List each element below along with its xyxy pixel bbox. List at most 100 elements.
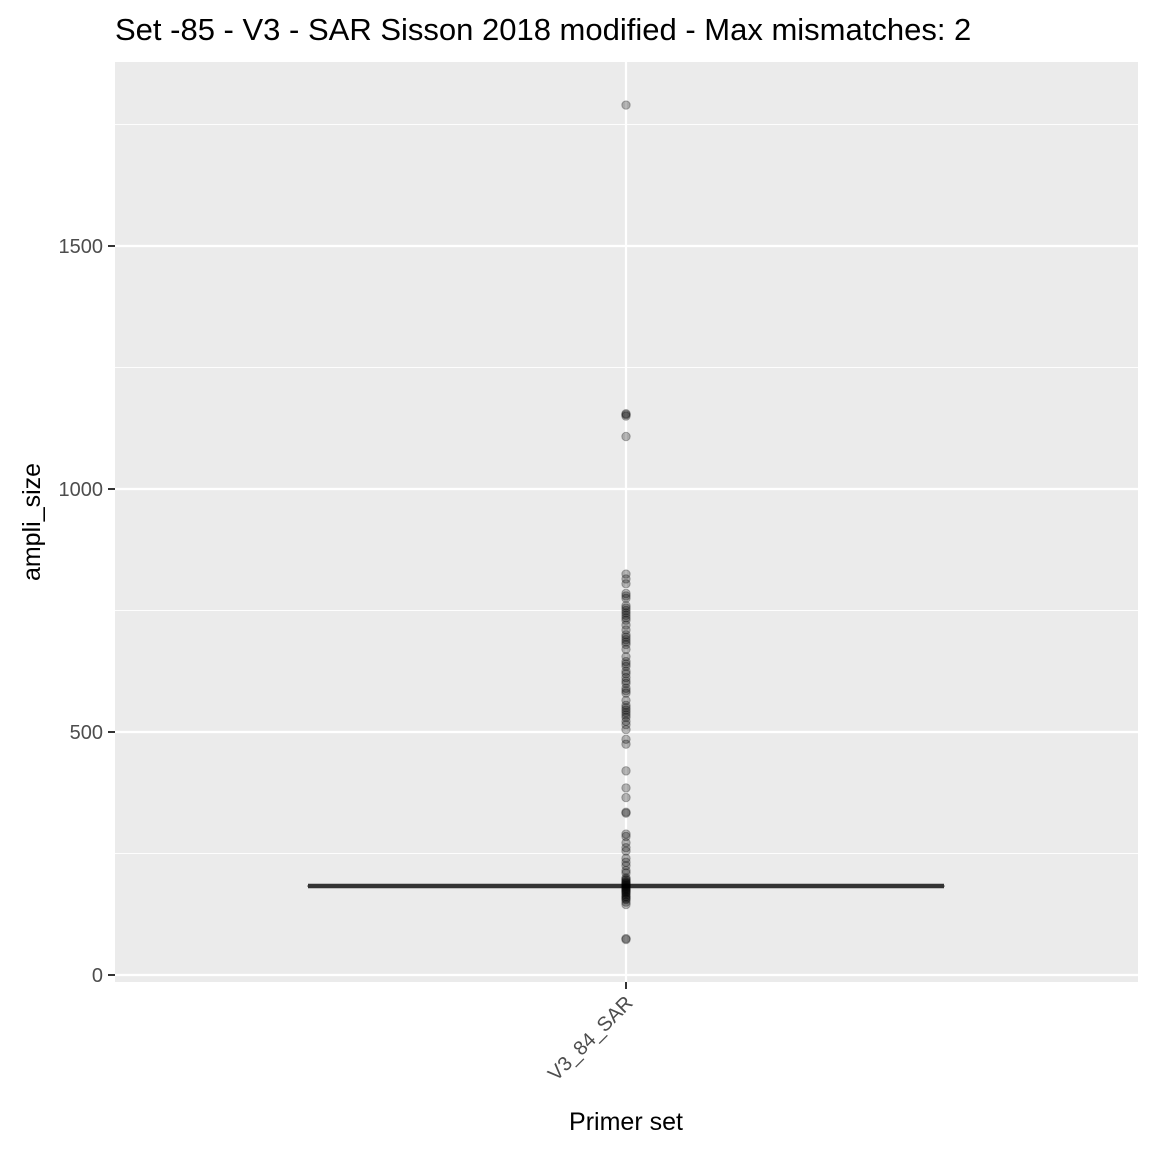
data-point [621, 620, 631, 630]
data-point [621, 676, 631, 686]
data-point [621, 853, 631, 864]
x-axis-title: Primer set [569, 1108, 683, 1136]
data-point [621, 409, 631, 420]
data-point [621, 882, 631, 893]
data-point [621, 892, 631, 902]
data-point [621, 883, 631, 894]
data-point [621, 703, 631, 713]
data-point [621, 716, 631, 727]
data-point [621, 874, 631, 884]
data-point [621, 100, 631, 110]
data-point [621, 683, 631, 693]
data-point [621, 688, 631, 698]
data-point [621, 678, 631, 689]
data-point [621, 897, 631, 907]
data-point [621, 588, 631, 599]
data-point [621, 888, 631, 899]
data-point [621, 431, 631, 442]
data-point [621, 651, 631, 662]
data-point [621, 881, 631, 892]
data-point [621, 878, 631, 889]
data-point [621, 875, 631, 885]
data-point [621, 807, 631, 817]
data-point [621, 899, 631, 910]
data-point [621, 593, 631, 604]
x-tick-label: V3_84_SAR [544, 992, 637, 1085]
data-point [621, 734, 631, 744]
data-point [621, 705, 631, 715]
data-point [621, 842, 631, 853]
data-point [621, 880, 631, 891]
data-point [621, 408, 631, 419]
data-point [621, 857, 631, 867]
y-tick-label: 500 [70, 722, 103, 744]
data-point [621, 591, 631, 601]
y-axis-title: ampli_size [18, 463, 46, 581]
data-point [621, 838, 631, 848]
chart-title: Set -85 - V3 - SAR Sisson 2018 modified … [115, 12, 971, 47]
data-point [621, 890, 631, 900]
data-point [621, 933, 631, 944]
data-point [621, 668, 631, 679]
data-point [621, 615, 631, 625]
data-point [621, 934, 631, 945]
data-point [621, 656, 631, 667]
data-point [621, 605, 631, 616]
data-point [621, 766, 631, 776]
data-point [621, 846, 631, 856]
data-point [621, 634, 631, 645]
data-point [621, 632, 631, 642]
data-points [621, 100, 631, 945]
data-point [621, 877, 631, 888]
data-point [621, 873, 631, 883]
data-point [621, 666, 631, 676]
data-point [621, 672, 631, 683]
data-point [621, 724, 631, 735]
data-point [621, 608, 631, 618]
data-point [621, 720, 631, 730]
data-point [621, 661, 631, 672]
data-point [621, 887, 631, 898]
data-point [621, 808, 631, 818]
data-point [621, 579, 631, 589]
data-point [621, 625, 631, 635]
data-point [621, 600, 631, 611]
y-tick-label: 1500 [59, 236, 104, 258]
data-point [621, 884, 631, 895]
data-point [621, 644, 631, 655]
data-point [621, 639, 631, 650]
data-point [621, 659, 631, 669]
data-point [621, 574, 631, 584]
data-point [621, 829, 631, 839]
data-point [621, 879, 631, 890]
data-point [621, 893, 631, 904]
data-point [621, 860, 631, 871]
data-point [621, 712, 631, 723]
data-point [621, 695, 631, 706]
data-point [621, 603, 631, 613]
grid-lines [115, 62, 1138, 982]
y-tick-label: 0 [92, 965, 103, 987]
data-point [621, 891, 631, 901]
data-point [621, 710, 631, 720]
data-point [621, 831, 631, 842]
data-point [621, 700, 631, 710]
data-point [621, 876, 631, 887]
data-point [621, 865, 631, 876]
data-point [621, 411, 631, 421]
data-point [621, 868, 631, 878]
data-point [621, 707, 631, 718]
data-point [621, 894, 631, 905]
data-point [621, 783, 631, 793]
data-point [621, 885, 631, 896]
data-point [621, 569, 631, 579]
data-point [621, 613, 631, 623]
data-point [621, 792, 631, 803]
data-point [621, 630, 631, 640]
data-point [621, 610, 631, 621]
data-point [621, 637, 631, 647]
data-point [621, 739, 631, 749]
y-tick-label: 1000 [59, 479, 104, 501]
data-point [621, 685, 631, 696]
